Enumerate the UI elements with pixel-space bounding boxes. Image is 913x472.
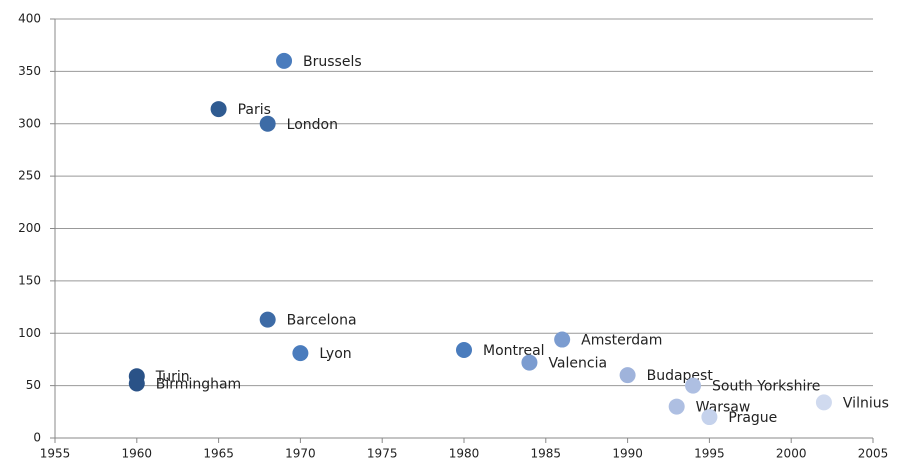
point-label: London xyxy=(287,117,338,133)
x-tick-label: 1955 xyxy=(40,447,71,461)
point xyxy=(668,398,685,415)
point xyxy=(815,394,832,411)
x-tick-label: 2005 xyxy=(858,447,889,461)
point-label: Montreal xyxy=(483,343,545,359)
point xyxy=(128,375,145,392)
point-label: Turin xyxy=(155,369,190,385)
point xyxy=(259,311,276,328)
y-tick-label: 50 xyxy=(26,378,41,392)
point xyxy=(685,377,702,394)
point xyxy=(210,101,227,118)
point xyxy=(554,331,571,348)
x-tick-label: 1970 xyxy=(285,447,316,461)
y-tick-label: 100 xyxy=(18,326,41,340)
point-label: South Yorkshire xyxy=(712,379,820,395)
point xyxy=(276,52,293,69)
x-tick-label: 1995 xyxy=(694,447,725,461)
point xyxy=(619,367,636,384)
point-label: Budapest xyxy=(647,368,714,384)
x-tick-label: 1985 xyxy=(531,447,562,461)
x-tick-label: 2000 xyxy=(776,447,807,461)
x-tick-label: 1990 xyxy=(612,447,643,461)
point-label: Valencia xyxy=(548,356,607,372)
x-tick-label: 1965 xyxy=(203,447,234,461)
y-tick-label: 400 xyxy=(18,12,41,26)
point xyxy=(521,354,538,371)
y-tick-label: 200 xyxy=(18,221,41,235)
point-label: Brussels xyxy=(303,54,362,70)
point-label: Amsterdam xyxy=(581,333,662,349)
point xyxy=(292,345,309,362)
point-label: Vilnius xyxy=(843,395,889,411)
y-tick-label: 300 xyxy=(18,116,41,130)
point xyxy=(701,409,718,426)
point-label: Paris xyxy=(238,102,271,118)
y-tick-label: 150 xyxy=(18,273,41,287)
point xyxy=(259,115,276,132)
y-tick-label: 350 xyxy=(18,64,41,78)
point-label: Birmingham xyxy=(156,377,241,393)
y-tick-label: 250 xyxy=(18,169,41,183)
point-label: Prague xyxy=(728,410,777,426)
point xyxy=(456,342,472,359)
point-label: Barcelona xyxy=(287,313,357,329)
x-tick-label: 1980 xyxy=(449,447,480,461)
x-tick-label: 1975 xyxy=(367,447,398,461)
y-tick-label: 0 xyxy=(33,431,41,445)
x-tick-label: 1960 xyxy=(122,447,153,461)
point-label: Lyon xyxy=(319,346,351,362)
